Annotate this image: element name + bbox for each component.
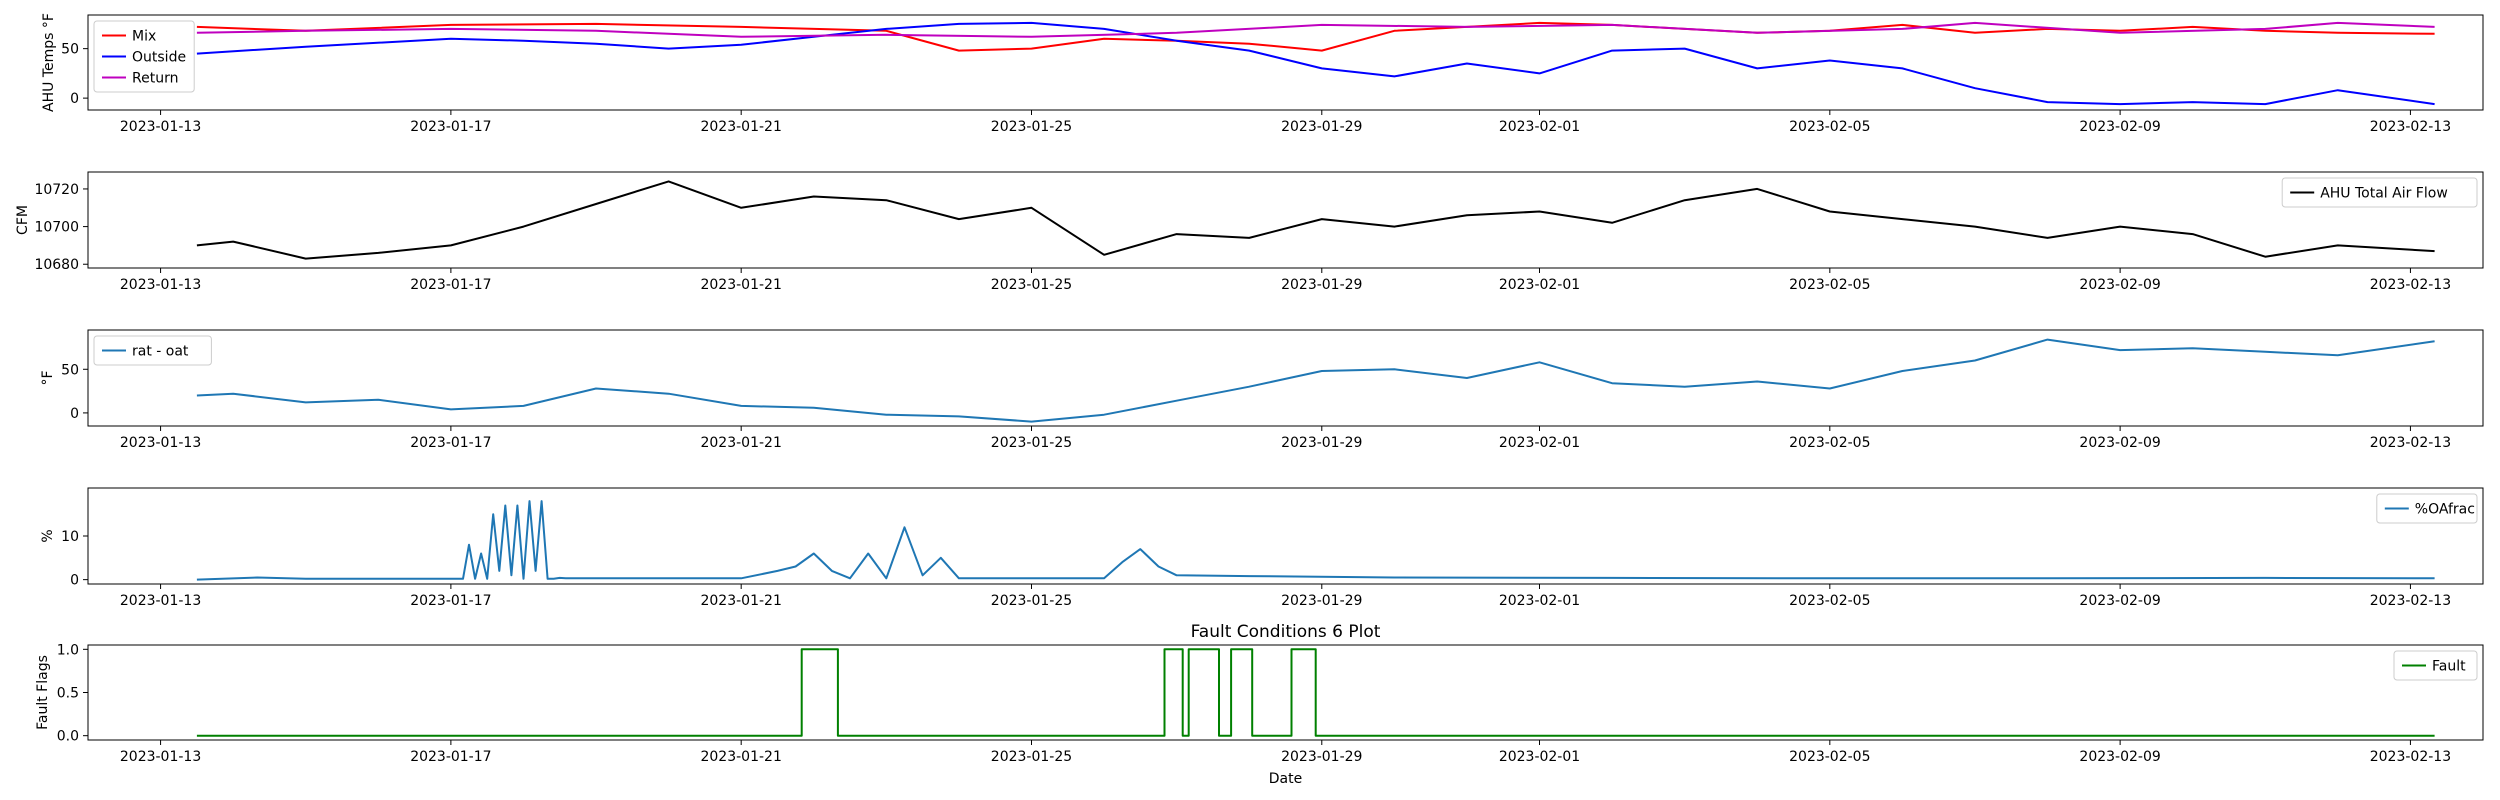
y-tick-label: 0 bbox=[70, 573, 79, 589]
x-tick-label: 2023-02-01 bbox=[1499, 435, 1580, 451]
chart-panel-3: 2023-01-13 2023-01-17 2023-01-21 2023-01-25… bbox=[40, 329, 2484, 451]
y-axis-label: CFM bbox=[15, 205, 31, 235]
x-tick-label: 2023-01-25 bbox=[991, 277, 1072, 293]
y-tick-label: 10720 bbox=[34, 182, 79, 198]
y-tick-label: 10680 bbox=[34, 257, 79, 273]
x-tick-label: 2023-01-21 bbox=[700, 119, 781, 135]
chart-panel-2: 2023-01-13 2023-01-17 2023-01-21 2023-01-25… bbox=[15, 171, 2484, 293]
x-tick-label: 2023-02-05 bbox=[1789, 119, 1870, 135]
plot-frame bbox=[87, 14, 2484, 111]
y-tick-label: 10700 bbox=[34, 220, 79, 236]
x-tick-label: 2023-02-05 bbox=[1789, 593, 1870, 609]
y-tick-label: 50 bbox=[61, 362, 79, 378]
x-tick-label: 2023-01-25 bbox=[991, 435, 1072, 451]
x-tick-label: 2023-02-05 bbox=[1789, 749, 1870, 765]
legend-label: rat - oat bbox=[132, 344, 189, 360]
x-tick-label: 2023-02-05 bbox=[1789, 435, 1870, 451]
series-line-rat-oat bbox=[196, 338, 2435, 423]
series-line-return bbox=[196, 21, 2435, 38]
y-axis-label: °F bbox=[40, 370, 56, 385]
series-line-fault bbox=[196, 648, 2435, 737]
x-tick-label: 2023-01-13 bbox=[120, 277, 201, 293]
legend: Fault bbox=[2393, 650, 2478, 681]
legend-label: Fault bbox=[2432, 659, 2466, 675]
x-tick-label: 2023-01-17 bbox=[410, 435, 491, 451]
legend-box bbox=[2281, 177, 2478, 208]
x-tick-label: 2023-02-05 bbox=[1789, 277, 1870, 293]
legend-box bbox=[93, 20, 195, 93]
plot-frame bbox=[87, 487, 2484, 585]
x-tick-label: 2023-01-29 bbox=[1281, 593, 1362, 609]
plot-frame bbox=[87, 644, 2484, 741]
y-tick-label: 0.0 bbox=[57, 729, 79, 745]
x-tick-label: 2023-01-17 bbox=[410, 749, 491, 765]
x-tick-label: 2023-01-29 bbox=[1281, 435, 1362, 451]
legend-box bbox=[2376, 493, 2478, 524]
x-tick-label: 2023-01-25 bbox=[991, 749, 1072, 765]
x-tick-label: 2023-01-13 bbox=[120, 593, 201, 609]
series-line-mix bbox=[196, 21, 2435, 52]
x-tick-label: 2023-02-09 bbox=[2079, 749, 2160, 765]
chart-panel-4: 2023-01-13 2023-01-17 2023-01-21 2023-01-25… bbox=[40, 487, 2484, 609]
x-axis-label: Date bbox=[1269, 771, 1302, 787]
legend: %OAfrac bbox=[2376, 493, 2478, 524]
x-tick-label: 2023-02-09 bbox=[2079, 277, 2160, 293]
legend: AHU Total Air Flow bbox=[2281, 177, 2478, 208]
legend-label: Outside bbox=[132, 50, 186, 66]
plot-frame bbox=[87, 329, 2484, 427]
x-tick-label: 2023-01-29 bbox=[1281, 277, 1362, 293]
legend-box bbox=[2393, 650, 2478, 681]
y-axis-label: % bbox=[40, 529, 56, 542]
x-tick-label: 2023-02-13 bbox=[2370, 593, 2451, 609]
legend-label: %OAfrac bbox=[2415, 502, 2475, 518]
x-tick-label: 2023-01-17 bbox=[410, 119, 491, 135]
legend: Mix Outside Return bbox=[93, 20, 195, 93]
x-tick-label: 2023-01-25 bbox=[991, 593, 1072, 609]
legend-label: AHU Total Air Flow bbox=[2320, 186, 2448, 202]
legend: rat - oat bbox=[93, 335, 212, 366]
x-tick-label: 2023-01-13 bbox=[120, 119, 201, 135]
y-tick-label: 0 bbox=[70, 91, 79, 107]
plot-frame bbox=[87, 171, 2484, 269]
legend-label: Return bbox=[132, 71, 178, 87]
y-tick-label: 50 bbox=[61, 42, 79, 58]
x-tick-label: 2023-02-01 bbox=[1499, 593, 1580, 609]
legend-label: Mix bbox=[132, 29, 156, 45]
legend-box bbox=[93, 335, 212, 366]
x-tick-label: 2023-01-13 bbox=[120, 435, 201, 451]
chart-panel-5: 2023-01-13 2023-01-17 2023-01-21 2023-01-25… bbox=[35, 622, 2484, 787]
x-tick-label: 2023-02-01 bbox=[1499, 277, 1580, 293]
series-line-outside bbox=[196, 21, 2435, 106]
x-tick-label: 2023-02-09 bbox=[2079, 435, 2160, 451]
y-axis-label: AHU Temps °F bbox=[41, 13, 57, 112]
x-tick-label: 2023-01-13 bbox=[120, 749, 201, 765]
x-tick-label: 2023-01-21 bbox=[700, 749, 781, 765]
series-line--oafrac bbox=[196, 500, 2435, 581]
x-tick-label: 2023-01-29 bbox=[1281, 119, 1362, 135]
y-tick-label: 10 bbox=[61, 529, 79, 545]
x-tick-label: 2023-02-01 bbox=[1499, 119, 1580, 135]
x-tick-label: 2023-02-01 bbox=[1499, 749, 1580, 765]
x-tick-label: 2023-02-09 bbox=[2079, 593, 2160, 609]
x-tick-label: 2023-01-17 bbox=[410, 277, 491, 293]
chart-title: Fault Conditions 6 Plot bbox=[1191, 622, 1381, 642]
x-tick-label: 2023-01-21 bbox=[700, 277, 781, 293]
y-tick-label: 1.0 bbox=[57, 642, 79, 658]
chart-panel-1: 2023-01-13 2023-01-17 2023-01-21 2023-01-25… bbox=[41, 13, 2484, 135]
x-tick-label: 2023-02-09 bbox=[2079, 119, 2160, 135]
y-tick-label: 0.5 bbox=[57, 686, 79, 702]
y-axis-label: Fault Flags bbox=[35, 655, 51, 730]
series-line-ahu-total-air-flow bbox=[196, 180, 2435, 260]
x-tick-label: 2023-01-21 bbox=[700, 593, 781, 609]
x-tick-label: 2023-02-13 bbox=[2370, 749, 2451, 765]
x-tick-label: 2023-02-13 bbox=[2370, 277, 2451, 293]
x-tick-label: 2023-01-25 bbox=[991, 119, 1072, 135]
x-tick-label: 2023-02-13 bbox=[2370, 119, 2451, 135]
x-tick-label: 2023-01-21 bbox=[700, 435, 781, 451]
x-tick-label: 2023-02-13 bbox=[2370, 435, 2451, 451]
x-tick-label: 2023-01-29 bbox=[1281, 749, 1362, 765]
y-tick-label: 0 bbox=[70, 406, 79, 422]
x-tick-label: 2023-01-17 bbox=[410, 593, 491, 609]
